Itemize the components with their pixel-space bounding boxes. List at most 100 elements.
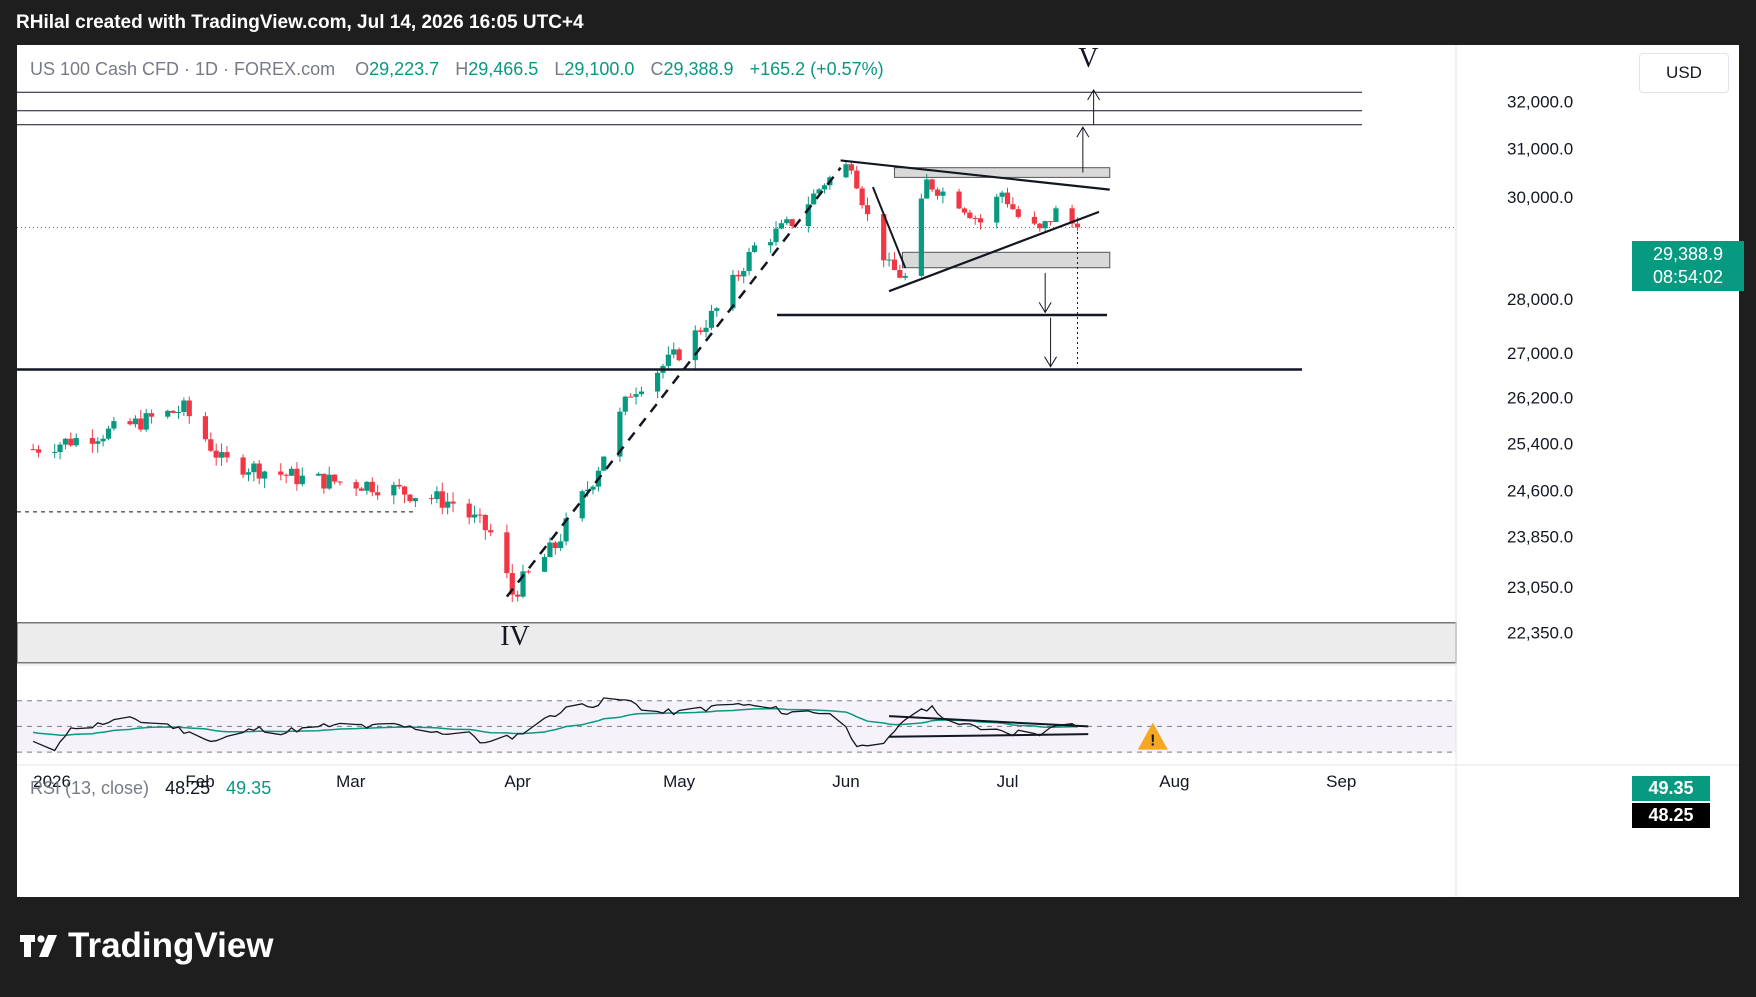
candle-body	[558, 541, 564, 549]
candle-body	[326, 474, 332, 489]
candle-body	[148, 413, 155, 417]
candle-body	[127, 421, 133, 425]
y-tick-label: 23,850.0	[1507, 528, 1573, 547]
currency-button[interactable]: USD	[1639, 53, 1729, 93]
candle-body	[751, 245, 758, 252]
upper-target-arrow-head	[1087, 89, 1101, 101]
candle-body	[843, 164, 849, 178]
candle-body	[315, 473, 322, 476]
candle-body	[412, 498, 418, 502]
candle-body	[515, 594, 521, 597]
candle-body	[784, 219, 790, 224]
candle-body	[676, 349, 682, 361]
last-price-tag: 29,388.9 08:54:02	[1632, 241, 1744, 291]
y-tick-label: 28,000.0	[1507, 290, 1573, 309]
symbol-legend[interactable]: US 100 Cash CFD · 1D · FOREX.com O29,223…	[30, 59, 884, 80]
candle-body	[552, 542, 558, 549]
candle-body	[881, 214, 887, 261]
candle-body	[353, 482, 359, 489]
candle-body	[1069, 208, 1075, 224]
candle-body	[434, 491, 440, 500]
candle-body	[563, 518, 569, 542]
candle-body	[1004, 192, 1011, 205]
candle-body	[445, 501, 451, 508]
candle-body	[778, 223, 785, 229]
candle-body	[789, 219, 795, 226]
candle-body	[811, 193, 817, 205]
candle-body	[735, 274, 741, 277]
candle-body	[897, 270, 903, 278]
candle-body	[617, 411, 623, 457]
wave-dashed-line	[505, 166, 842, 598]
candle-body	[288, 468, 295, 476]
candle-body	[1037, 223, 1043, 229]
candle-body	[181, 400, 187, 413]
candle-body	[509, 573, 515, 595]
candle-body	[628, 396, 634, 398]
downside-target-arrow-head	[1038, 302, 1052, 314]
warning-icon	[1137, 722, 1168, 750]
candle-body	[218, 452, 225, 458]
candle-body	[375, 492, 381, 496]
rsi-ma-value: 49.35	[226, 778, 272, 798]
y-tick-label: 26,200.0	[1507, 388, 1573, 407]
candle-body	[202, 416, 209, 440]
open-label: O	[355, 59, 370, 79]
candle-body	[714, 308, 720, 311]
y-tick-label: 31,000.0	[1507, 139, 1573, 158]
x-tick-label: Aug	[1159, 772, 1189, 791]
candle-body	[262, 471, 268, 479]
candle-body	[68, 438, 74, 446]
candle-body	[396, 484, 402, 487]
rsi-legend[interactable]: RSI (13, close) 48.25 49.35	[30, 778, 271, 799]
candle-body	[283, 474, 289, 476]
candle-body	[773, 228, 779, 243]
candle-body	[520, 571, 526, 597]
support-box	[901, 251, 1111, 269]
candle-body	[924, 179, 930, 199]
candle-body	[805, 204, 811, 226]
candle-body	[918, 198, 924, 276]
candle-body	[105, 428, 112, 439]
candle-body	[477, 514, 483, 516]
candle-body	[369, 481, 375, 493]
rsi-ma-tag: 49.35	[1632, 776, 1710, 801]
x-tick-label: Mar	[336, 772, 366, 791]
chart-frame[interactable]: IV V ! 2026 Feb Mar Apr May Jun Jul Aug Sep 32,000…	[17, 45, 1744, 897]
candle-body	[902, 275, 908, 278]
candle-body	[967, 212, 973, 219]
candle-body	[741, 271, 747, 277]
x-tick-label: Apr	[504, 772, 531, 791]
breakdown-line	[871, 186, 907, 269]
candle-body	[299, 475, 305, 485]
candle-body	[245, 472, 252, 475]
wave-label-v: V	[1078, 45, 1098, 74]
candle-body	[471, 514, 478, 518]
candle-body	[977, 218, 984, 223]
wave-label-iv: IV	[500, 621, 530, 652]
warning-icon-mark: !	[1150, 733, 1155, 750]
candle-body	[294, 468, 300, 485]
rsi-label[interactable]: RSI (13, close)	[30, 778, 150, 798]
symbol-name[interactable]: US 100 Cash CFD · 1D · FOREX.com	[30, 59, 336, 79]
rsi-band	[17, 700, 1456, 753]
low-value: 29,100.0	[564, 59, 635, 79]
triangle-upper-line	[840, 159, 1110, 191]
rsi-lower-trendline	[889, 733, 1089, 738]
candle-body	[1042, 221, 1048, 229]
candle-body	[886, 259, 892, 261]
candle-body	[622, 396, 628, 412]
candle-body	[364, 481, 370, 491]
candle-body	[1015, 209, 1021, 217]
chart-canvas[interactable]: IV V ! 2026 Feb Mar Apr May Jun Jul Aug Sep 32,000…	[17, 45, 1739, 897]
candle-body	[730, 274, 736, 309]
candle-body	[358, 488, 365, 491]
candle-body	[321, 473, 327, 489]
candle-body	[52, 452, 58, 454]
high-value: 29,466.5	[468, 59, 539, 79]
candle-body	[525, 571, 531, 573]
candles-layer	[30, 160, 1081, 603]
candle-body	[89, 438, 95, 444]
candle-body	[401, 486, 408, 495]
candle-body	[278, 471, 284, 475]
